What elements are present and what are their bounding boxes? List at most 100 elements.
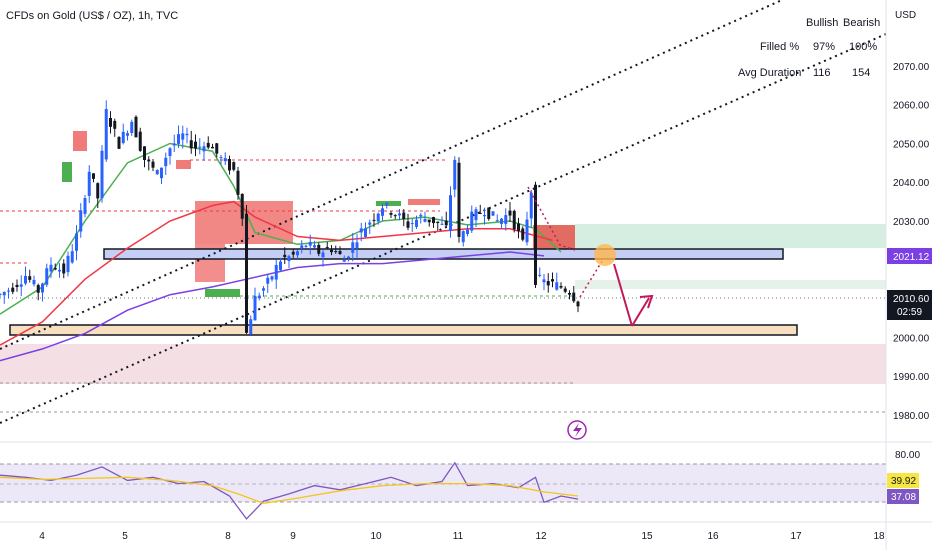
candle (529, 189, 533, 228)
candle (36, 283, 40, 301)
candle (568, 290, 571, 300)
candle (555, 272, 559, 291)
candle (194, 134, 197, 157)
candle (283, 247, 287, 264)
stats-duration-bullish: 116 (813, 67, 831, 79)
x-tick-label: 18 (873, 531, 885, 542)
candle (24, 266, 27, 286)
x-tick-label: 12 (535, 531, 547, 542)
candle (538, 267, 542, 278)
candle (202, 141, 206, 161)
candle (546, 273, 550, 293)
candle (113, 118, 117, 137)
zones-layer (0, 131, 886, 384)
candle (334, 245, 338, 254)
candle (117, 136, 121, 150)
time-axis[interactable]: 4 5 8 9 10 11 12 15 16 17 18 (39, 531, 885, 542)
series-line-ma_fast (0, 142, 562, 315)
supply-block-mid (176, 160, 191, 169)
y-tick-label: 1980.00 (893, 411, 930, 422)
candle (0, 292, 2, 298)
candle (330, 245, 333, 256)
candle (419, 212, 423, 224)
candle (347, 255, 350, 262)
dashed-levels (0, 159, 886, 413)
series-line-rsi_ma (0, 476, 579, 504)
candle (504, 208, 508, 231)
candle (508, 202, 512, 222)
candle (100, 145, 104, 203)
price-badge-level-text: 2021.12 (893, 252, 930, 263)
candle (228, 155, 231, 175)
candle (449, 186, 452, 238)
candle (185, 127, 189, 144)
candle (172, 134, 176, 153)
moving-averages (0, 142, 562, 362)
candle (262, 286, 265, 297)
candle (130, 119, 134, 136)
candle (270, 275, 274, 282)
series-line-ma_mid (0, 200, 553, 346)
candle (406, 213, 410, 231)
rsi-badge: 37.08 (887, 489, 919, 504)
candle (11, 282, 15, 295)
candle (368, 219, 372, 234)
candle (257, 292, 261, 301)
resistance-box[interactable] (103, 248, 784, 260)
candle (206, 136, 210, 150)
candle (143, 146, 146, 168)
candle (177, 125, 180, 148)
x-tick-label: 10 (370, 531, 382, 542)
candle (151, 159, 155, 172)
candle (453, 156, 457, 198)
candle (461, 230, 465, 247)
lightning-icon[interactable] (567, 420, 587, 440)
candle (291, 248, 295, 258)
candle (300, 240, 304, 254)
candle (168, 147, 172, 165)
candle (470, 205, 474, 234)
candle (266, 274, 270, 293)
candle (58, 263, 61, 278)
candle (32, 275, 36, 287)
price-badge-last: 2010.60 02:59 (887, 290, 932, 320)
rsi-ma-badge-text: 39.92 (891, 476, 916, 487)
candle (440, 216, 444, 226)
candle (432, 216, 435, 228)
candle (2, 291, 6, 304)
x-tick-label: 17 (790, 531, 802, 542)
chart-title: CFDs on Gold (US$ / OZ), 1h, TVC (6, 10, 178, 22)
candle (160, 167, 163, 184)
y-tick-label: 2030.00 (893, 217, 930, 228)
demand-block-mid (376, 201, 401, 206)
series-line-rsi (0, 461, 579, 520)
candle (215, 142, 219, 158)
candle (572, 285, 576, 303)
target-circle[interactable] (594, 244, 616, 266)
candle (147, 156, 151, 171)
projection-arrow-head (639, 294, 654, 309)
candle (563, 286, 567, 294)
candle (517, 217, 520, 239)
rsi-tick-80: 80.00 (895, 450, 920, 461)
candle (104, 100, 108, 163)
candle (321, 249, 325, 267)
supply-block-mid2 (408, 199, 440, 205)
support-box[interactable] (9, 324, 798, 336)
candle (19, 275, 23, 297)
candle (364, 222, 367, 238)
stats-filled-bullish: 97% (813, 41, 835, 53)
candle (436, 221, 440, 231)
candle (223, 152, 227, 166)
candle (355, 234, 359, 258)
candle (351, 232, 355, 262)
demand-block-top (62, 162, 72, 182)
projection-arrow-up (631, 297, 650, 327)
candle (525, 211, 529, 246)
candle (427, 219, 431, 227)
candle (155, 169, 159, 175)
candle (287, 254, 291, 268)
candle (219, 154, 223, 165)
